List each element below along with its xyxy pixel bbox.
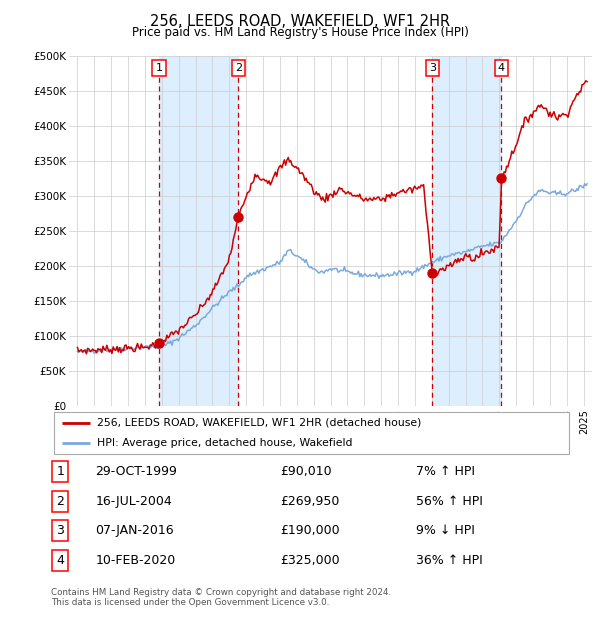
Text: 2: 2 xyxy=(235,63,242,73)
Text: £325,000: £325,000 xyxy=(281,554,340,567)
Text: 3: 3 xyxy=(429,63,436,73)
Text: 56% ↑ HPI: 56% ↑ HPI xyxy=(416,495,483,508)
Text: £90,010: £90,010 xyxy=(281,465,332,478)
Text: 4: 4 xyxy=(56,554,64,567)
Text: £190,000: £190,000 xyxy=(281,525,340,538)
Bar xyxy=(159,56,238,406)
Text: 29-OCT-1999: 29-OCT-1999 xyxy=(95,465,177,478)
Text: 16-JUL-2004: 16-JUL-2004 xyxy=(95,495,172,508)
Text: HPI: Average price, detached house, Wakefield: HPI: Average price, detached house, Wake… xyxy=(97,438,352,448)
Text: Contains HM Land Registry data © Crown copyright and database right 2024.
This d: Contains HM Land Registry data © Crown c… xyxy=(51,588,391,607)
FancyBboxPatch shape xyxy=(53,412,569,454)
Text: Price paid vs. HM Land Registry's House Price Index (HPI): Price paid vs. HM Land Registry's House … xyxy=(131,26,469,39)
Text: 3: 3 xyxy=(56,525,64,538)
Text: 07-JAN-2016: 07-JAN-2016 xyxy=(95,525,174,538)
Text: 9% ↓ HPI: 9% ↓ HPI xyxy=(416,525,475,538)
Text: 36% ↑ HPI: 36% ↑ HPI xyxy=(416,554,483,567)
Text: 7% ↑ HPI: 7% ↑ HPI xyxy=(416,465,475,478)
Bar xyxy=(433,56,502,406)
Text: £269,950: £269,950 xyxy=(281,495,340,508)
Text: 1: 1 xyxy=(56,465,64,478)
Text: 4: 4 xyxy=(498,63,505,73)
Text: 1: 1 xyxy=(155,63,163,73)
Text: 10-FEB-2020: 10-FEB-2020 xyxy=(95,554,176,567)
Text: 256, LEEDS ROAD, WAKEFIELD, WF1 2HR: 256, LEEDS ROAD, WAKEFIELD, WF1 2HR xyxy=(150,14,450,29)
Text: 2: 2 xyxy=(56,495,64,508)
Text: 256, LEEDS ROAD, WAKEFIELD, WF1 2HR (detached house): 256, LEEDS ROAD, WAKEFIELD, WF1 2HR (det… xyxy=(97,418,421,428)
